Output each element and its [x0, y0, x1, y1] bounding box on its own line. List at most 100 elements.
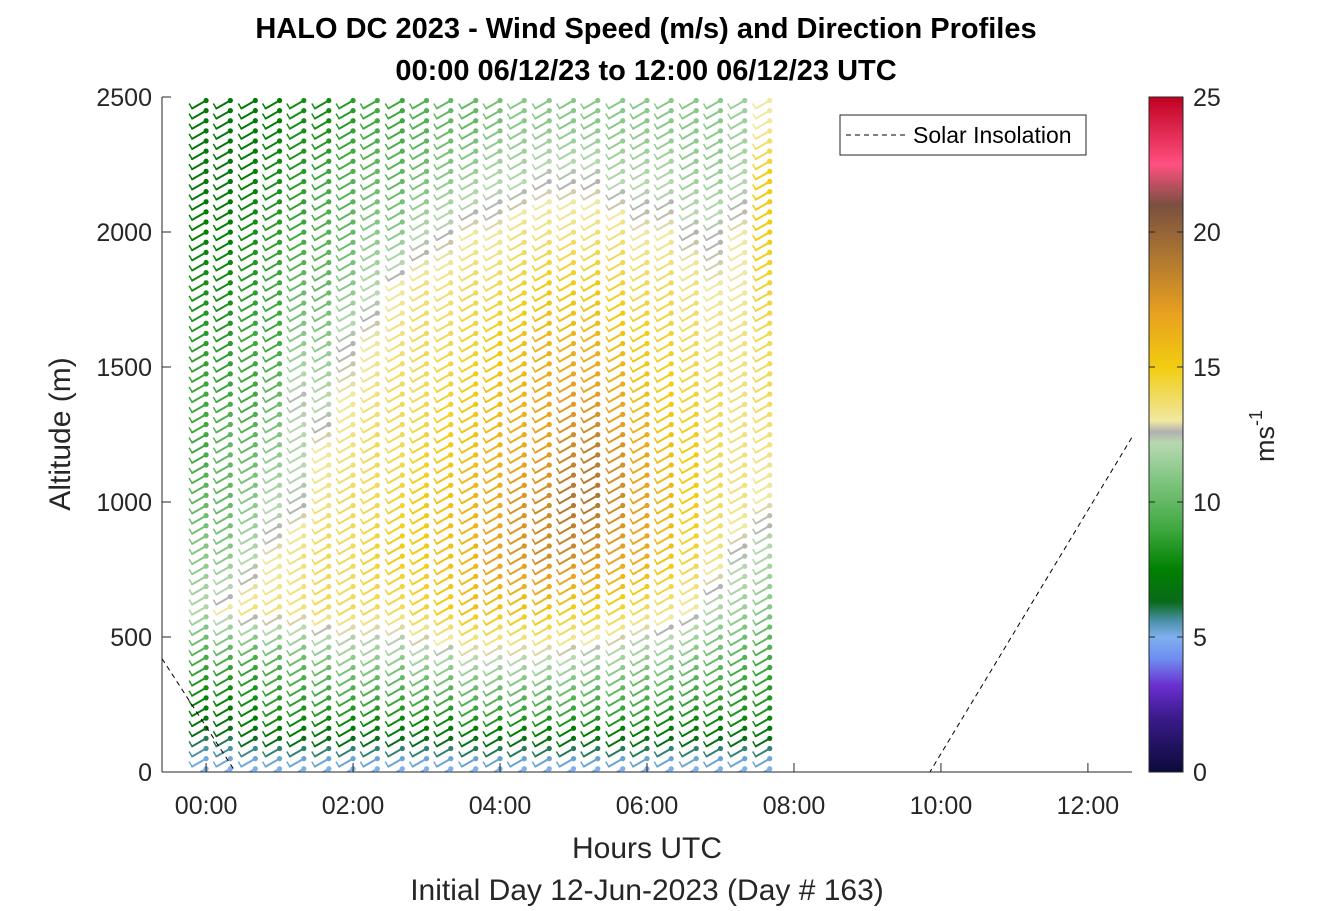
wind-barb: [433, 300, 454, 313]
wind-barb: [335, 583, 356, 596]
wind-barb: [188, 715, 209, 728]
wind-barb: [458, 168, 479, 181]
wind-barb: [359, 462, 380, 475]
wind-barb: [433, 259, 454, 272]
wind-barb: [433, 432, 454, 444]
wind-barb: [311, 594, 332, 606]
wind-barb: [261, 492, 283, 505]
wind-barb: [335, 320, 356, 333]
wind-barb: [188, 381, 209, 394]
wind-barb: [335, 664, 356, 677]
wind-barb: [286, 199, 307, 211]
wind-barb: [188, 543, 209, 556]
wind-barb: [384, 158, 405, 171]
wind-barb: [286, 462, 307, 475]
wind-barb: [188, 745, 209, 758]
wind-barb: [237, 239, 258, 252]
wind-barb: [212, 563, 233, 576]
legend: Solar Insolation: [839, 114, 1087, 156]
wind-barb: [188, 604, 209, 616]
wind-barb: [261, 432, 283, 444]
wind-barb: [335, 594, 356, 606]
wind-barb: [359, 766, 380, 772]
wind-barb: [359, 401, 380, 414]
wind-barb: [261, 543, 283, 556]
wind-barb: [311, 695, 332, 707]
wind-barb: [311, 330, 332, 343]
wind-barb: [237, 756, 258, 768]
wind-barb: [384, 280, 405, 292]
wind-barb: [261, 745, 283, 758]
wind-barb: [237, 482, 258, 495]
wind-barb: [237, 290, 258, 302]
wind-barb: [458, 330, 479, 343]
wind-barb: [286, 685, 307, 697]
wind-barb: [384, 573, 405, 586]
wind-barb: [384, 391, 405, 404]
wind-barb: [433, 664, 454, 677]
wind-barb: [384, 523, 405, 535]
wind-barb: [212, 502, 233, 515]
wind-barb: [212, 330, 233, 343]
wind-barb: [335, 280, 356, 292]
wind-barb: [359, 472, 380, 485]
wind-barb: [384, 97, 405, 110]
wind-barb: [311, 664, 332, 677]
wind-barb: [311, 340, 332, 353]
wind-barb: [286, 442, 307, 454]
wind-barb: [408, 452, 430, 464]
wind-barb: [433, 108, 454, 120]
wind-barb: [188, 594, 209, 606]
wind-barb: [212, 695, 233, 707]
wind-barb: [408, 178, 430, 191]
wind-barb: [237, 320, 258, 333]
wind-barb: [482, 715, 503, 728]
colorbar: [1148, 96, 1184, 773]
wind-barb: [237, 97, 258, 110]
wind-barb: [408, 705, 430, 718]
wind-barb: [286, 320, 307, 333]
wind-barb: [433, 381, 454, 394]
wind-barb: [458, 502, 479, 515]
wind-barb: [237, 624, 258, 637]
wind-barb: [286, 249, 307, 262]
wind-barb: [237, 300, 258, 313]
wind-barb: [335, 189, 356, 201]
wind-barb: [458, 421, 479, 434]
wind-barb: [212, 644, 233, 657]
wind-barb: [237, 229, 258, 242]
wind-barb: [433, 563, 454, 576]
x-tick-label: 08:00: [763, 792, 826, 820]
wind-barb: [188, 725, 209, 738]
wind-barb: [433, 310, 454, 323]
wind-barb: [261, 523, 283, 535]
wind-barb: [458, 239, 479, 252]
wind-barb: [408, 138, 430, 151]
x-tick-label: 02:00: [322, 792, 385, 820]
wind-barb: [408, 401, 430, 414]
wind-barb: [384, 381, 405, 394]
wind-barb: [359, 148, 380, 161]
wind-barb: [458, 229, 479, 242]
wind-barb: [408, 644, 430, 657]
wind-barb: [433, 583, 454, 596]
wind-barb: [286, 523, 307, 535]
wind-barb: [335, 634, 356, 647]
wind-barb: [286, 472, 307, 485]
x-axis-sublabel: Initial Day 12-Jun-2023 (Day # 163): [410, 874, 884, 907]
wind-barb: [237, 725, 258, 738]
wind-barb: [384, 472, 405, 485]
wind-barb: [261, 330, 283, 343]
wind-barb: [261, 371, 283, 383]
wind-barb: [384, 695, 405, 707]
wind-barb: [433, 553, 454, 566]
wind-barb: [212, 523, 233, 535]
wind-barb: [433, 634, 454, 647]
wind-barb: [188, 108, 209, 120]
wind-barb: [188, 239, 209, 252]
wind-barb: [408, 482, 430, 495]
wind-barb: [188, 128, 209, 140]
wind-barb: [311, 351, 332, 363]
wind-barb: [335, 138, 356, 151]
wind-barb: [408, 259, 430, 272]
